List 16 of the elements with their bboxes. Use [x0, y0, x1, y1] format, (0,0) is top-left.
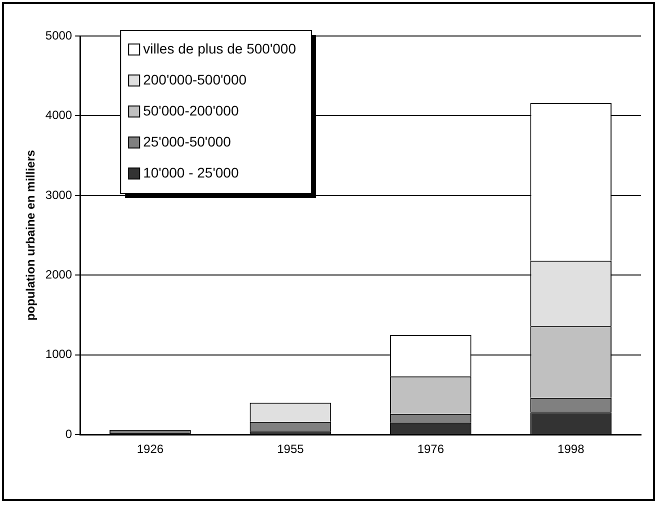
y-tick-label: 2000 [45, 267, 72, 282]
legend-label: 200'000-500'000 [143, 71, 247, 88]
legend-label: 10'000 - 25'000 [143, 164, 239, 180]
y-tick-label: 0 [65, 426, 72, 441]
x-tick-label: 1926 [136, 442, 164, 456]
y-tick-label: 3000 [45, 188, 72, 202]
legend-label: 50'000-200'000 [143, 102, 239, 118]
x-tick-label: 1976 [417, 442, 444, 456]
y-tick-label: 5000 [45, 28, 72, 42]
y-tick-label: 1000 [45, 347, 72, 362]
y-tick-label: 4000 [45, 108, 72, 122]
y-axis-title: population urbaine en milliers [24, 150, 38, 321]
legend-label: 25'000-50'000 [143, 133, 232, 150]
legend-label: villes de plus de 500'000 [143, 40, 296, 56]
x-tick-label: 1998 [558, 442, 585, 456]
x-tick-label: 1955 [277, 442, 304, 456]
